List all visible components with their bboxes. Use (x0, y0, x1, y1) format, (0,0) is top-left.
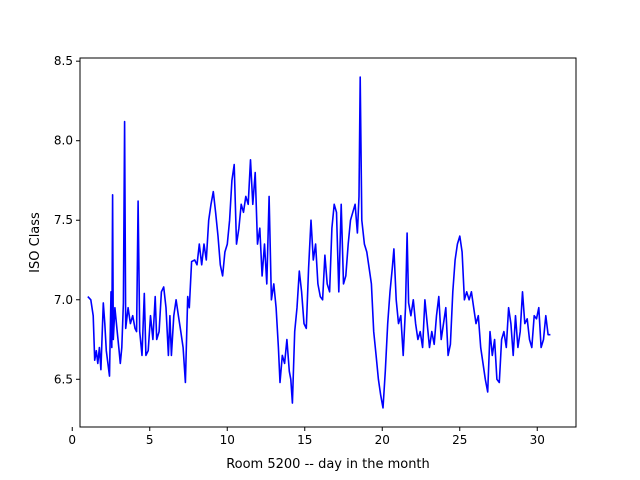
axes: 0 5 10 15 20 25 30 6.5 7.0 7.5 8.0 8.5 (54, 54, 577, 447)
y-tick-label: 7.0 (54, 293, 73, 307)
y-tick-label: 7.5 (54, 213, 73, 227)
x-tick-label: 30 (530, 433, 545, 447)
x-tick-label: 0 (68, 433, 76, 447)
x-tick-label: 5 (146, 433, 154, 447)
y-axis-label: ISO Class (28, 212, 43, 273)
plot-area (80, 58, 576, 427)
series-layer (87, 76, 551, 409)
x-tick-label: 20 (375, 433, 390, 447)
series-line-0 (87, 76, 551, 409)
y-tick-label: 6.5 (54, 372, 73, 386)
x-tick-label: 10 (220, 433, 235, 447)
plot-frame (79, 57, 577, 428)
x-axis-label: Room 5200 -- day in the month (226, 457, 430, 472)
x-tick-label: 15 (297, 433, 312, 447)
x-tick-label: 25 (452, 433, 467, 447)
y-tick-label: 8.5 (54, 54, 73, 68)
y-tick-label: 8.0 (54, 134, 73, 148)
